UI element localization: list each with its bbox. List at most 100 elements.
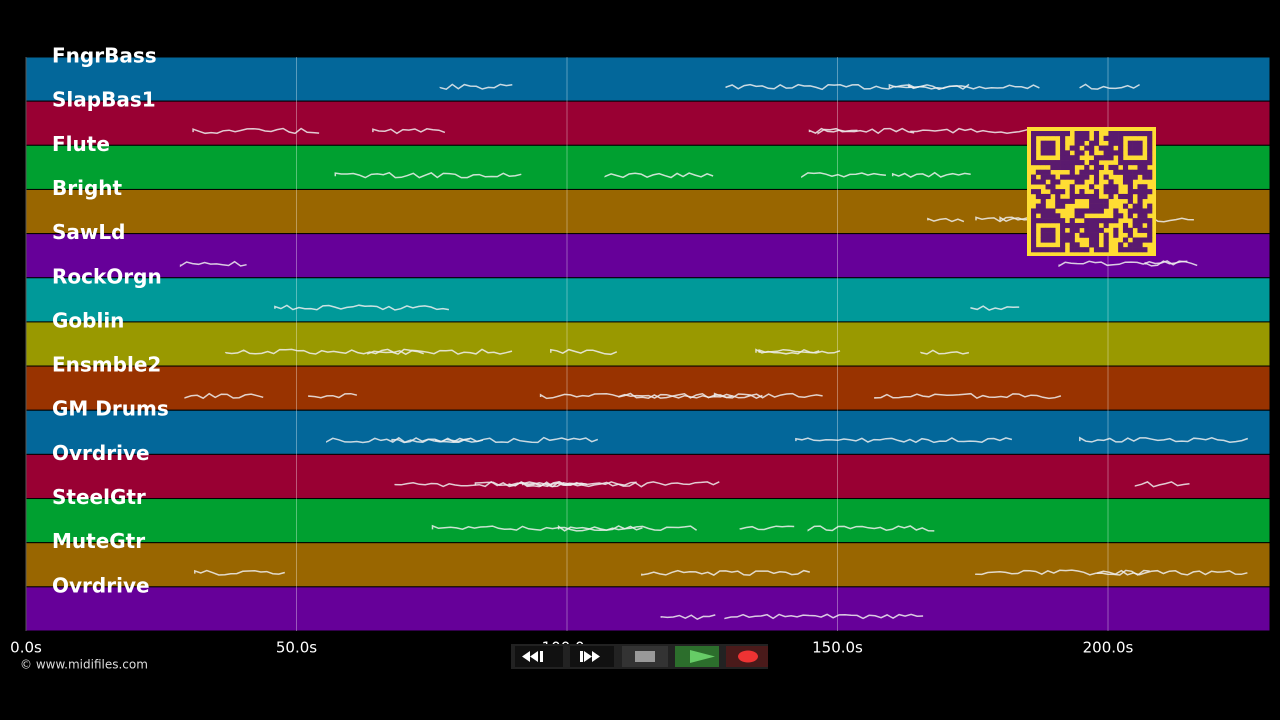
qr-cell [1040,160,1046,166]
qr-cell [1031,140,1037,146]
qr-cell [1074,213,1080,219]
note-trace [739,525,795,531]
qr-cell [1035,208,1041,214]
qr-cell [1035,160,1041,166]
record-button[interactable] [726,646,768,667]
track-row [25,453,1271,500]
qr-cell [1074,140,1080,146]
qr-cell [1074,131,1080,137]
note-trace [807,525,935,532]
qr-cell [1127,140,1133,146]
track-name: Bright [52,176,123,200]
qr-cell [1089,242,1095,248]
qr-cell [1040,179,1046,185]
play-button[interactable] [675,646,719,667]
qr-cell [1089,140,1095,146]
qr-cell [1045,208,1051,214]
qr-cell [1113,184,1119,190]
note-trace [891,171,971,178]
qr-cell [1118,145,1124,151]
qr-cell [1103,242,1109,248]
qr-cell [1050,189,1056,195]
note-trace [604,172,714,179]
note-trace [724,613,924,620]
qr-cell [1074,155,1080,161]
note-trace [372,128,446,135]
qr-cell [1079,150,1085,156]
note-trace [521,481,637,488]
qr-cell [1089,169,1095,175]
forward-icon [580,651,600,662]
qr-cell [1142,193,1148,200]
qr-cell [1103,218,1109,224]
qr-cell [1147,203,1153,209]
note-trace [1144,260,1188,267]
qr-cell [1055,164,1061,171]
qr-cell [1074,222,1080,229]
qr-cell [1098,203,1104,209]
qr-cell [1118,247,1124,253]
qr-cell [1069,232,1075,238]
qr-cell [1050,174,1056,180]
qr-cell [1093,232,1100,238]
qr-cell [1055,218,1061,224]
qr-cell [1108,179,1114,185]
note-trace [920,349,970,355]
qr-cell [1069,222,1075,229]
qr-cell [1142,237,1148,243]
rewind-button[interactable] [515,646,563,667]
qr-cell [1113,135,1119,141]
qr-cell [1040,169,1046,175]
qr-cell [1137,150,1143,156]
qr-cell [1031,135,1037,141]
qr-cell [1050,213,1056,219]
qr-cell [1060,203,1066,209]
qr-cell [1050,237,1056,243]
note-trace [550,348,618,356]
qr-cell [1132,222,1138,229]
qr-cell [1060,189,1066,195]
stop-button[interactable] [622,646,668,667]
qr-cell [1142,208,1148,214]
qr-cell [1127,242,1133,248]
forward-button[interactable] [570,646,614,667]
qr-cell [1127,179,1133,185]
qr-cell [1122,174,1129,180]
note-trace [184,392,264,400]
qr-cell [1089,237,1095,243]
note-trace [439,83,513,91]
qr-cell [1103,232,1109,238]
qr-cell [1137,222,1143,229]
qr-cell [1127,247,1133,253]
qr-cell [1137,203,1143,209]
qr-cell [1050,160,1056,166]
qr-cell [1031,160,1037,166]
note-trace [641,569,810,576]
qr-cell [1060,145,1066,151]
qr-cell [1118,135,1124,141]
qr-cell [1098,155,1104,161]
qr-cell [1093,242,1100,248]
qr-cell [1069,174,1075,180]
qr-cell [1064,164,1071,171]
qr-cell [1118,160,1124,166]
qr-cell [1118,213,1124,219]
qr-cell [1089,198,1095,204]
note-trace [758,348,820,354]
qr-cell [1113,213,1119,219]
qr-cell [1055,247,1061,253]
qr-cell [1098,218,1104,224]
qr-cell [1064,222,1071,229]
qr-cell [1031,208,1037,214]
track-row [25,277,1271,323]
qr-cell [1031,242,1037,248]
note-trace [179,260,247,268]
qr-cell [1147,140,1153,146]
qr-cell [1103,155,1109,161]
qr-cell [1108,193,1114,200]
track-name: GM Drums [52,397,169,421]
qr-cell [1050,227,1056,233]
qr-cell [1035,218,1041,224]
qr-cell [1132,140,1138,146]
